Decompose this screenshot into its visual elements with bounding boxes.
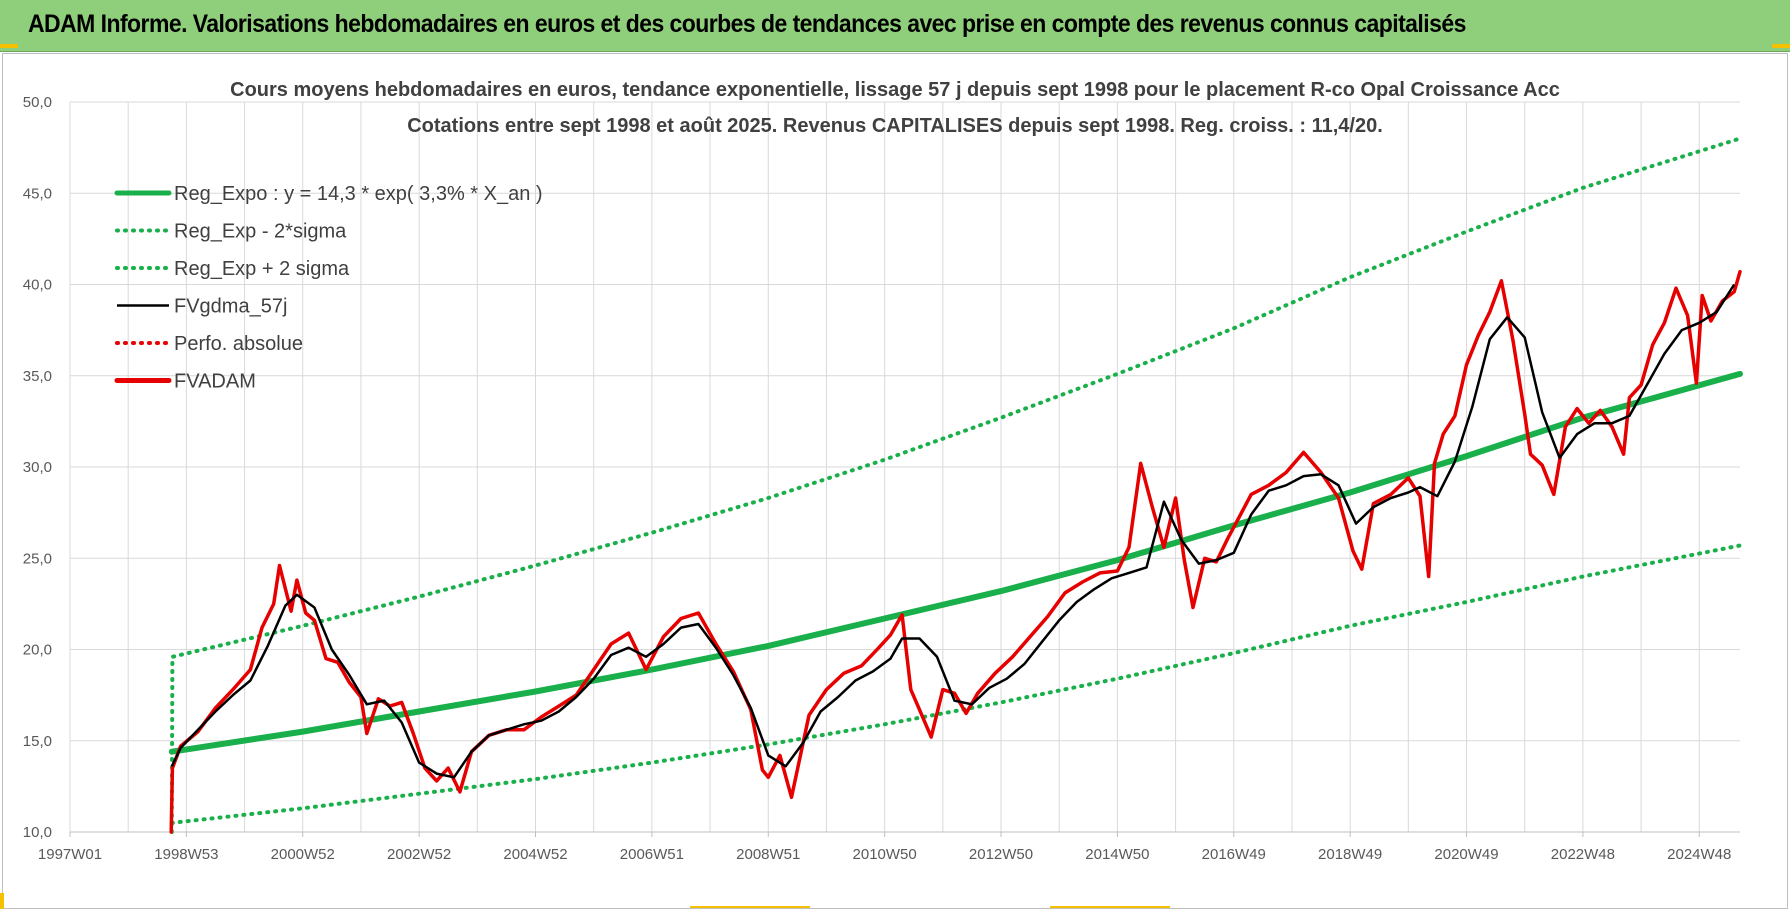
chart-title: Cours moyens hebdomadaires en euros, ten… — [230, 79, 1560, 101]
x-tick-label: 2018W49 — [1318, 846, 1382, 863]
x-tick-label: 2010W50 — [853, 846, 917, 863]
x-tick-label: 2014W50 — [1085, 846, 1149, 863]
chart-subtitle: Cotations entre sept 1998 et août 2025. … — [407, 115, 1383, 137]
y-tick-label: 45,0 — [23, 185, 52, 202]
x-tick-label: 2000W52 — [271, 846, 335, 863]
y-tick-label: 50,0 — [23, 94, 52, 111]
x-tick-label: 2006W51 — [620, 846, 684, 863]
corner-mark-bottom-mid1 — [690, 906, 810, 908]
x-tick-label: 1997W01 — [38, 846, 102, 863]
y-tick-label: 40,0 — [23, 277, 52, 294]
y-tick-label: 35,0 — [23, 368, 52, 385]
x-tick-label: 2016W49 — [1202, 846, 1266, 863]
y-tick-label: 30,0 — [23, 459, 52, 476]
x-tick-label: 2020W49 — [1434, 846, 1498, 863]
series-line-reg-minus — [169, 543, 1742, 825]
y-tick-label: 25,0 — [23, 550, 52, 567]
x-axis-ticks: 1997W01 1998W53 2000W52 2002W52 2004W52 2006W… — [38, 832, 1731, 863]
report-banner: ADAM Informe. Valorisations hebdomadaire… — [0, 0, 1790, 52]
corner-mark-bottom-left — [0, 893, 4, 909]
legend-label-fvadam: FVADAM — [174, 371, 256, 393]
series-line-fvgdma — [170, 283, 1736, 779]
series-line-reg-plus — [169, 136, 1742, 834]
x-tick-label: 2024W48 — [1667, 846, 1731, 863]
x-tick-label: 2002W52 — [387, 846, 451, 863]
legend-label-perfo: Perfo. absolue — [174, 333, 303, 355]
corner-mark-bottom-mid2 — [1050, 906, 1170, 908]
corner-mark-top-right — [1772, 44, 1790, 48]
legend-label-reg-expo: Reg_Expo : y = 14,3 * exp( 3,3% * X_an ) — [174, 183, 543, 205]
corner-mark-top-left — [0, 44, 18, 48]
series-line-reg-expo — [168, 370, 1743, 755]
y-tick-label: 10,0 — [23, 824, 52, 841]
y-tick-label: 20,0 — [23, 642, 52, 659]
report-title: ADAM Informe. Valorisations hebdomadaire… — [28, 10, 1466, 38]
y-tick-label: 15,0 — [23, 733, 52, 750]
x-tick-label: 1998W53 — [154, 846, 218, 863]
x-tick-label: 2004W52 — [503, 846, 567, 863]
chart-legend: Reg_Expo : y = 14,3 * exp( 3,3% * X_an )… — [114, 183, 543, 393]
legend-label-fvgdma: FVgdma_57j — [174, 296, 287, 318]
chart-series — [168, 136, 1743, 834]
chart-frame — [2, 53, 1788, 909]
x-tick-label: 2008W51 — [736, 846, 800, 863]
x-tick-label: 2022W48 — [1551, 846, 1615, 863]
legend-label-reg-minus: Reg_Exp - 2*sigma — [174, 221, 347, 243]
y-axis-ticks: 10,0 15,0 20,0 25,0 30,0 35,0 40,0 45,0 50,0 — [23, 94, 52, 841]
series-line-fvadam — [169, 269, 1742, 834]
legend-label-reg-plus: Reg_Exp + 2 sigma — [174, 258, 350, 280]
chart-grid — [69, 101, 1740, 833]
x-tick-label: 2012W50 — [969, 846, 1033, 863]
